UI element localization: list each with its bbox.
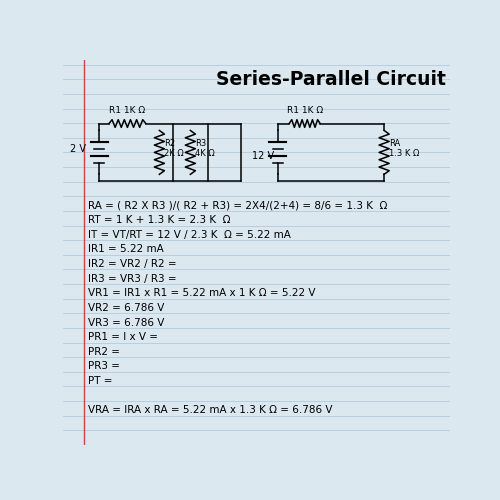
Text: 12 V: 12 V	[252, 151, 274, 161]
Text: R3
4K Ω: R3 4K Ω	[195, 139, 215, 158]
Text: RT = 1 K + 1.3 K = 2.3 K  Ω: RT = 1 K + 1.3 K = 2.3 K Ω	[88, 215, 230, 225]
Text: IR3 = VR3 / R3 =: IR3 = VR3 / R3 =	[88, 274, 176, 283]
Text: 2 V: 2 V	[70, 144, 86, 154]
Text: RA
1.3 K Ω: RA 1.3 K Ω	[389, 139, 419, 158]
Text: R1 1K Ω: R1 1K Ω	[110, 106, 146, 115]
Text: PR1 = I x V =: PR1 = I x V =	[88, 332, 158, 342]
Text: VRA = IRA x RA = 5.22 mA x 1.3 K Ω = 6.786 V: VRA = IRA x RA = 5.22 mA x 1.3 K Ω = 6.7…	[88, 406, 332, 415]
Text: VR3 = 6.786 V: VR3 = 6.786 V	[88, 318, 164, 328]
Text: IT = VT/RT = 12 V / 2.3 K  Ω = 5.22 mA: IT = VT/RT = 12 V / 2.3 K Ω = 5.22 mA	[88, 230, 290, 240]
Text: RA = ( R2 X R3 )/( R2 + R3) = 2X4/(2+4) = 8/6 = 1.3 K  Ω: RA = ( R2 X R3 )/( R2 + R3) = 2X4/(2+4) …	[88, 200, 387, 210]
Text: PR3 =: PR3 =	[88, 362, 120, 372]
Text: IR1 = 5.22 mA: IR1 = 5.22 mA	[88, 244, 164, 254]
Text: R1 1K Ω: R1 1K Ω	[286, 106, 323, 115]
Text: IR2 = VR2 / R2 =: IR2 = VR2 / R2 =	[88, 259, 176, 269]
Text: Series-Parallel Circuit: Series-Parallel Circuit	[216, 70, 446, 88]
Text: VR1 = IR1 x R1 = 5.22 mA x 1 K Ω = 5.22 V: VR1 = IR1 x R1 = 5.22 mA x 1 K Ω = 5.22 …	[88, 288, 315, 298]
Text: PR2 =: PR2 =	[88, 347, 120, 357]
Text: VR2 = 6.786 V: VR2 = 6.786 V	[88, 303, 164, 313]
Text: R2
2K Ω: R2 2K Ω	[164, 139, 184, 158]
Text: PT =: PT =	[88, 376, 112, 386]
